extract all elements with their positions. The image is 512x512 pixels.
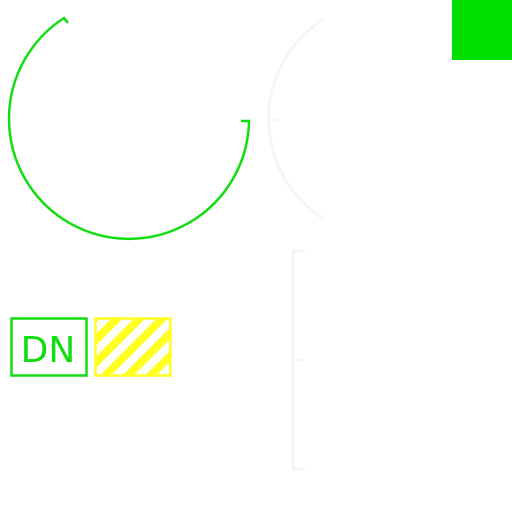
dn-badge-text: DN — [21, 330, 76, 371]
striped-yellow-border — [94, 317, 172, 377]
faint-arc-icon — [267, 17, 325, 221]
dn-badge-border — [10, 317, 88, 377]
dn-badge: DN — [10, 317, 88, 377]
faint-bracket-icon — [291, 249, 305, 471]
striped-yellow-fill — [95, 318, 171, 376]
green-arc-icon — [7, 16, 251, 241]
striped-yellow-swatch — [94, 317, 172, 377]
green-square-icon — [452, 0, 512, 60]
